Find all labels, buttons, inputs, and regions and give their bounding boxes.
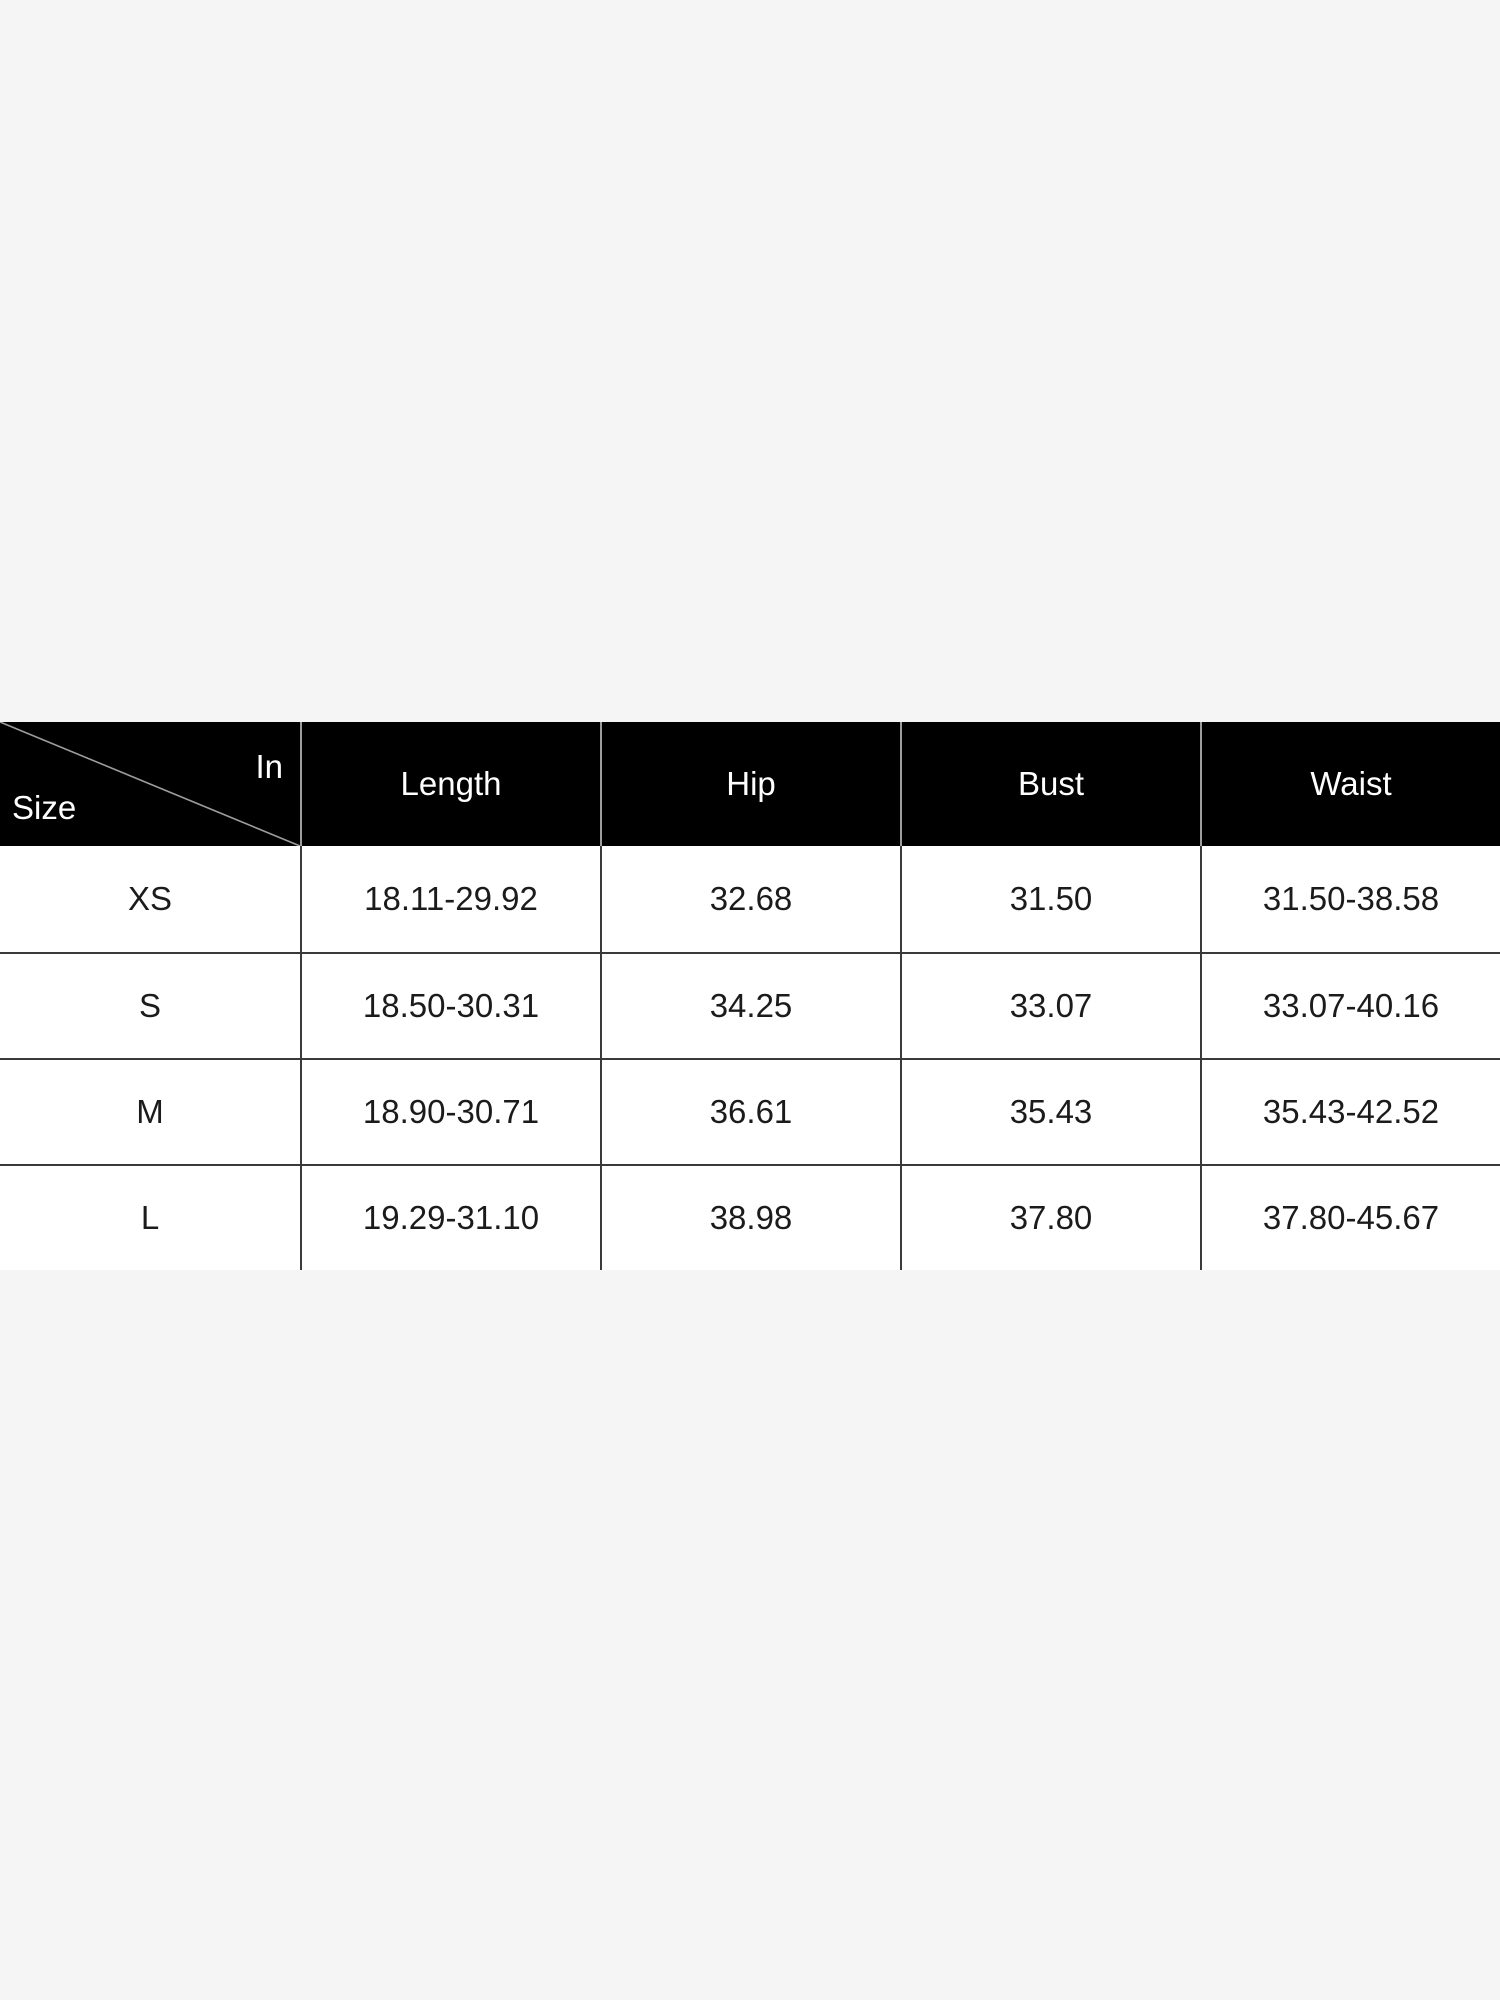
hip-cell: 38.98 — [600, 1166, 900, 1270]
size-axis-label: Size — [12, 789, 77, 826]
waist-cell: 37.80-45.67 — [1200, 1166, 1500, 1270]
bust-cell: 37.80 — [900, 1166, 1200, 1270]
length-cell: 19.29-31.10 — [300, 1166, 600, 1270]
unit-label: In — [255, 748, 283, 785]
size-chart-table: In Size Length Hip Bust Waist XS 18.11-2… — [0, 722, 1500, 1270]
length-cell: 18.50-30.31 — [300, 954, 600, 1058]
table-row-xs: XS 18.11-29.92 32.68 31.50 31.50-38.58 — [0, 846, 1500, 952]
bust-cell: 31.50 — [900, 846, 1200, 952]
table-row-s: S 18.50-30.31 34.25 33.07 33.07-40.16 — [0, 952, 1500, 1058]
size-cell: M — [136, 1093, 164, 1130]
length-cell: 18.11-29.92 — [300, 846, 600, 952]
column-header-hip: Hip — [600, 722, 900, 846]
table-row-l: L 19.29-31.10 38.98 37.80 37.80-45.67 — [0, 1164, 1500, 1270]
bust-cell: 35.43 — [900, 1060, 1200, 1164]
column-header-length: Length — [300, 722, 600, 846]
column-header-waist: Waist — [1200, 722, 1500, 846]
hip-cell: 34.25 — [600, 954, 900, 1058]
hip-cell: 36.61 — [600, 1060, 900, 1164]
table-row-m: M 18.90-30.71 36.61 35.43 35.43-42.52 — [0, 1058, 1500, 1164]
waist-cell: 31.50-38.58 — [1200, 846, 1500, 952]
diagonal-divider-line — [0, 722, 300, 846]
length-cell: 18.90-30.71 — [300, 1060, 600, 1164]
table-header-row: In Size Length Hip Bust Waist — [0, 722, 1500, 846]
waist-cell: 33.07-40.16 — [1200, 954, 1500, 1058]
size-cell: XS — [127, 880, 173, 917]
bust-cell: 33.07 — [900, 954, 1200, 1058]
hip-cell: 32.68 — [600, 846, 900, 952]
column-header-bust: Bust — [900, 722, 1200, 846]
size-cell: S — [138, 987, 161, 1024]
corner-header-cell: In Size — [0, 722, 300, 846]
waist-cell: 35.43-42.52 — [1200, 1060, 1500, 1164]
size-cell: L — [140, 1199, 160, 1236]
